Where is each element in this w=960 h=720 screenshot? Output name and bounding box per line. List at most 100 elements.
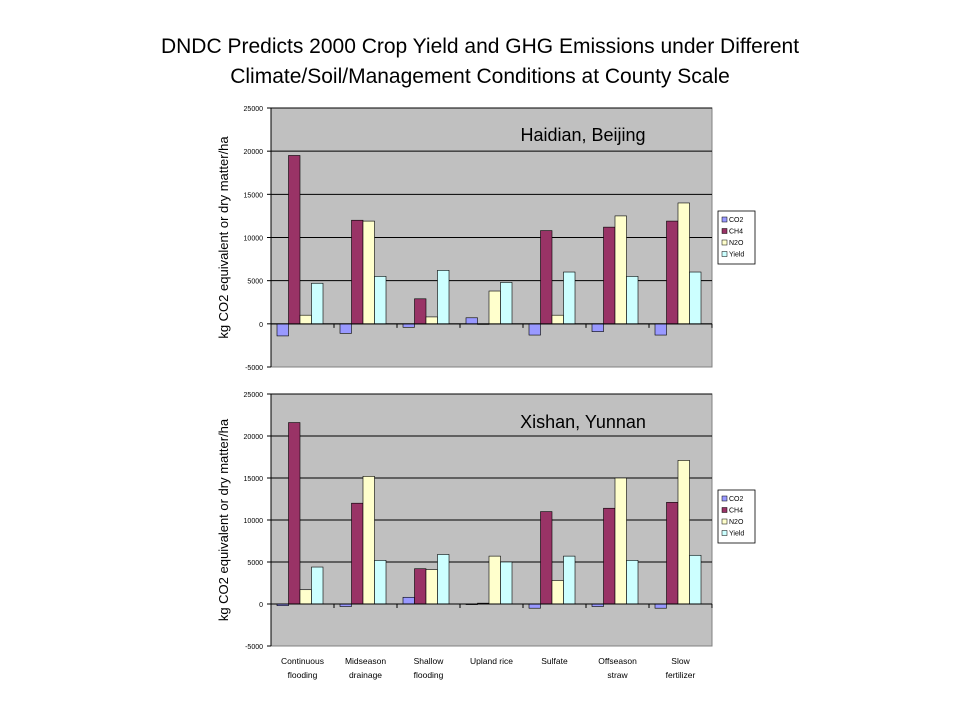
bar-co2 bbox=[402, 596, 415, 605]
x-category-label: Sulfate bbox=[541, 656, 568, 666]
bar-ch4 bbox=[540, 511, 553, 605]
bar-n2o bbox=[425, 316, 438, 325]
bar-ch4 bbox=[414, 298, 427, 325]
y-tick-label: 5000 bbox=[247, 560, 263, 567]
legend: CO2 CH4 N2O Yield bbox=[717, 489, 756, 544]
bar-yield bbox=[563, 555, 576, 605]
x-category-label: fertilizer bbox=[666, 670, 696, 680]
legend-label-yield: Yield bbox=[729, 252, 744, 259]
x-category-label: straw bbox=[607, 670, 628, 680]
bar-yield bbox=[689, 554, 702, 605]
legend: CO2 CH4 N2O Yield bbox=[717, 210, 756, 265]
bar-ch4 bbox=[603, 507, 616, 605]
bar-n2o bbox=[614, 215, 627, 325]
y-tick-label: 15000 bbox=[244, 476, 264, 483]
chart-title: Xishan, Yunnan bbox=[520, 412, 646, 432]
legend-label-n2o: N2O bbox=[729, 240, 744, 247]
bar-n2o bbox=[488, 555, 501, 605]
x-category-label: Slow bbox=[671, 656, 690, 666]
bar-ch4 bbox=[540, 230, 553, 325]
bar-co2 bbox=[654, 603, 667, 609]
bar-n2o bbox=[299, 314, 312, 325]
bar-co2 bbox=[528, 603, 541, 609]
bar-n2o bbox=[551, 314, 564, 325]
legend-swatch-co2 bbox=[721, 216, 728, 223]
bar-n2o bbox=[425, 569, 438, 605]
y-tick-label: 5000 bbox=[247, 279, 263, 286]
bar-co2 bbox=[654, 323, 667, 336]
bar-co2 bbox=[528, 323, 541, 336]
y-tick-label: 25000 bbox=[244, 106, 264, 113]
bar-n2o bbox=[362, 220, 375, 325]
legend-label-n2o: N2O bbox=[729, 519, 744, 526]
bar-ch4 bbox=[666, 502, 679, 605]
y-tick-label: 10000 bbox=[244, 518, 264, 525]
slide-title-line-2: Climate/Soil/Management Conditions at Co… bbox=[230, 65, 730, 88]
legend-swatch-co2 bbox=[721, 495, 728, 502]
bar-n2o bbox=[551, 580, 564, 605]
y-tick-label: 15000 bbox=[244, 192, 264, 199]
y-tick-label: 20000 bbox=[244, 149, 264, 156]
bar-yield bbox=[437, 554, 450, 605]
bar-n2o bbox=[677, 202, 690, 325]
legend-label-ch4: CH4 bbox=[729, 508, 743, 515]
legend-swatch-yield bbox=[721, 251, 728, 257]
bar-yield bbox=[374, 560, 387, 605]
bar-yield bbox=[311, 282, 324, 325]
bar-ch4 bbox=[666, 220, 679, 325]
bar-yield bbox=[626, 560, 639, 605]
bar-n2o bbox=[488, 290, 501, 325]
y-tick-label: 10000 bbox=[244, 236, 264, 243]
slide-title-line-1: DNDC Predicts 2000 Crop Yield and GHG Em… bbox=[160, 35, 800, 58]
slide-title: DNDC Predicts 2000 Crop Yield and GHG Em… bbox=[0, 32, 960, 92]
legend-label-yield: Yield bbox=[729, 531, 744, 538]
y-tick-label: 20000 bbox=[244, 434, 264, 441]
y-tick-label: 0 bbox=[259, 322, 263, 329]
bar-n2o bbox=[362, 476, 375, 605]
chart-1: 25000 20000 15000 10000 5000 0 -5000 kg CO2 equ… bbox=[216, 106, 756, 372]
x-category-label: Offseason bbox=[598, 656, 637, 666]
chart-2: 25000 20000 15000 10000 5000 0 -5000 kg CO2 equ… bbox=[216, 392, 756, 680]
y-tick-label: -5000 bbox=[245, 644, 263, 651]
y-tick-label: 25000 bbox=[244, 392, 264, 399]
bar-co2 bbox=[465, 317, 478, 325]
bar-yield bbox=[311, 566, 324, 605]
bar-ch4 bbox=[288, 155, 301, 325]
bar-ch4 bbox=[288, 422, 301, 605]
bar-yield bbox=[374, 276, 387, 325]
x-category-label: Upland rice bbox=[470, 656, 513, 666]
y-tick-label: -5000 bbox=[245, 365, 263, 372]
bar-n2o bbox=[614, 477, 627, 605]
bar-ch4 bbox=[603, 226, 616, 325]
legend-label-ch4: CH4 bbox=[729, 229, 743, 236]
x-category-label: Midseason bbox=[345, 656, 386, 666]
bar-ch4 bbox=[351, 219, 364, 325]
bar-yield bbox=[500, 561, 513, 605]
bar-yield bbox=[563, 271, 576, 325]
x-category-label: Continuous bbox=[281, 656, 324, 666]
bar-ch4 bbox=[351, 502, 364, 605]
bar-ch4 bbox=[414, 568, 427, 605]
bar-co2 bbox=[339, 323, 352, 334]
bar-yield bbox=[689, 271, 702, 325]
bar-co2 bbox=[402, 323, 415, 328]
legend-label-co2: CO2 bbox=[729, 217, 744, 224]
y-axis-label: kg CO2 equivalent or dry matter/ha bbox=[216, 136, 231, 339]
x-category-label: drainage bbox=[349, 670, 382, 680]
legend-label-co2: CO2 bbox=[729, 496, 744, 503]
x-category-label: Shallow bbox=[414, 656, 445, 666]
x-category-label: flooding bbox=[414, 670, 444, 680]
x-category-label: flooding bbox=[288, 670, 318, 680]
bar-yield bbox=[437, 270, 450, 325]
bar-co2 bbox=[276, 323, 289, 337]
legend-swatch-n2o bbox=[721, 518, 728, 525]
legend-swatch-n2o bbox=[721, 239, 728, 246]
bar-co2 bbox=[591, 323, 604, 332]
y-axis-label: kg CO2 equivalent or dry matter/ha bbox=[216, 418, 231, 621]
bar-yield bbox=[500, 282, 513, 325]
legend-swatch-ch4 bbox=[721, 228, 728, 234]
bar-yield bbox=[626, 276, 639, 325]
legend-swatch-yield bbox=[721, 530, 728, 536]
y-tick-label: 0 bbox=[259, 602, 263, 609]
